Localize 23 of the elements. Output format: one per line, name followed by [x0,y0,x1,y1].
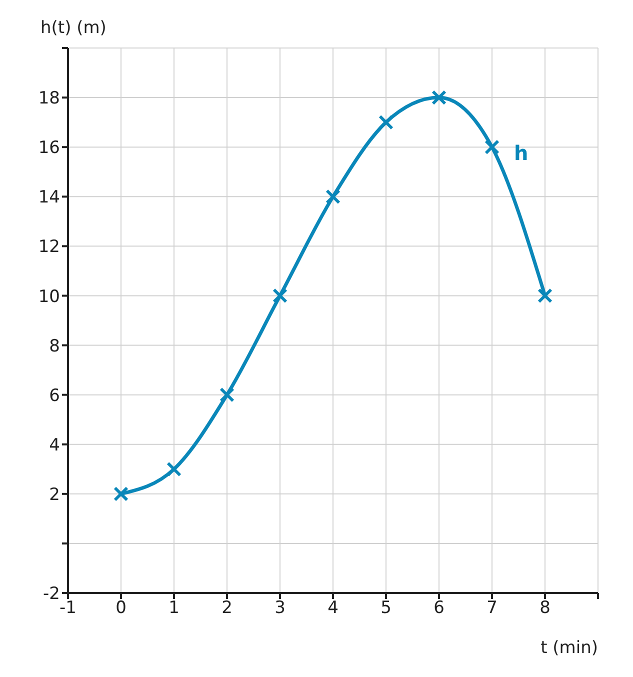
x-tick-label: 0 [116,598,126,618]
x-tick-label: 3 [274,598,286,618]
y-tick-label: 6 [49,386,60,406]
x-tick-label: 1 [168,598,180,618]
y-tick-label: 16 [38,138,60,158]
x-tick-label: 5 [380,598,392,618]
x-tick-label: 7 [486,598,498,618]
y-tick-label: 10 [38,286,60,307]
x-tick-label: -1 [60,598,76,618]
x-tick-label: 6 [434,598,444,618]
y-tick-label: 8 [49,336,60,356]
series-label: h [514,141,528,166]
y-tick-label: 4 [49,435,60,456]
y-tick-label: 12 [38,237,60,258]
x-axis-title: t (min) [540,638,598,658]
y-tick-label: 2 [49,484,60,505]
y-axis-title: h(t) (m) [40,18,106,38]
y-tick-label: -2 [43,584,60,604]
x-tick-label: 8 [540,598,550,618]
x-tick-label: 4 [328,598,338,618]
y-tick-label: 18 [38,88,60,109]
y-tick-label: 14 [38,188,60,208]
x-tick-label: 2 [222,598,232,618]
